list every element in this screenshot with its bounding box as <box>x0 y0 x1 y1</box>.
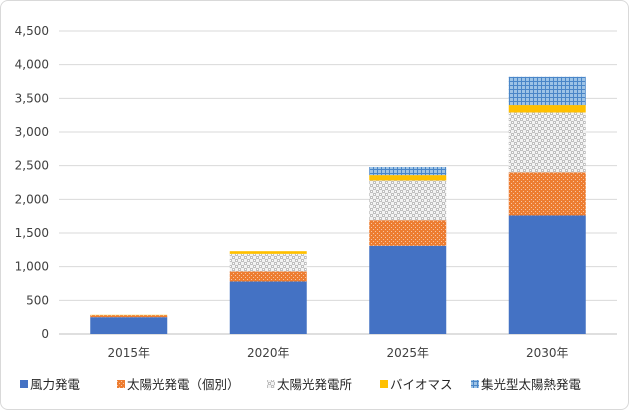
bar-segment-1-2015年 <box>90 317 167 334</box>
x-tick-label: 2030年 <box>526 346 569 360</box>
bar-segment-2-2025年 <box>369 220 446 246</box>
y-tick-label: 4,000 <box>15 58 49 72</box>
x-tick-label: 2015年 <box>107 346 150 360</box>
legend-label: 太陽光発電（個別） <box>127 377 240 392</box>
legend-label: 太陽光発電所 <box>277 377 352 392</box>
bar-segment-4-2020年 <box>230 251 307 254</box>
bar-segment-2-2030年 <box>509 172 586 215</box>
bar-segment-3-2025年 <box>369 180 446 220</box>
y-tick-label: 2,000 <box>15 192 49 206</box>
y-axis-tick-labels: 0 500 1,000 1,500 2,000 2,500 3,000 3,500 4,000 4… <box>15 24 49 341</box>
bar-segment-4-2030年 <box>509 105 586 112</box>
bar-segment-3-2020年 <box>230 254 307 272</box>
bar-segment-2-2015年 <box>90 315 167 317</box>
x-tick-label: 2020年 <box>247 346 290 360</box>
y-tick-label: 2,500 <box>15 159 49 173</box>
legend-item: 集光型太陽熱発電 <box>471 377 582 392</box>
y-tick-label: 1,500 <box>15 226 49 240</box>
bars <box>90 77 586 334</box>
y-tick-label: 3,500 <box>15 91 49 105</box>
bar-segment-4-2025年 <box>369 175 446 180</box>
legend-item: バイオマス <box>380 377 453 392</box>
legend-swatch <box>380 380 388 388</box>
y-tick-label: 4,500 <box>15 24 49 38</box>
bar-segment-2-2020年 <box>230 271 307 281</box>
legend-label: バイオマス <box>390 377 453 392</box>
legend-item: 太陽光発電（個別） <box>117 377 240 392</box>
legend-swatch <box>117 380 125 388</box>
legend-item: 風力発電 <box>20 377 81 392</box>
y-tick-label: 1,000 <box>15 260 49 274</box>
bar-segment-3-2030年 <box>509 112 586 172</box>
bar-segment-1-2025年 <box>369 246 446 334</box>
legend: 風力発電 太陽光発電（個別） 太陽光発電所 バイオマス 集光型太陽熱発電 <box>20 377 582 392</box>
bar-segment-1-2020年 <box>230 281 307 334</box>
y-tick-label: 3,000 <box>15 125 49 139</box>
y-tick-label: 500 <box>26 293 49 307</box>
bar-segment-5-2030年 <box>509 77 586 105</box>
legend-swatch <box>20 380 28 388</box>
legend-label: 風力発電 <box>30 377 81 392</box>
x-axis-tick-labels: 2015年 2020年 2025年 2030年 <box>107 346 568 360</box>
bar-segment-5-2025年 <box>369 167 446 175</box>
legend-swatch <box>267 380 275 388</box>
legend-label: 集光型太陽熱発電 <box>481 377 582 392</box>
legend-item: 太陽光発電所 <box>267 377 352 392</box>
legend-swatch <box>471 380 479 388</box>
x-tick-label: 2025年 <box>386 346 429 360</box>
y-tick-label: 0 <box>41 327 49 341</box>
bar-segment-1-2030年 <box>509 215 586 334</box>
